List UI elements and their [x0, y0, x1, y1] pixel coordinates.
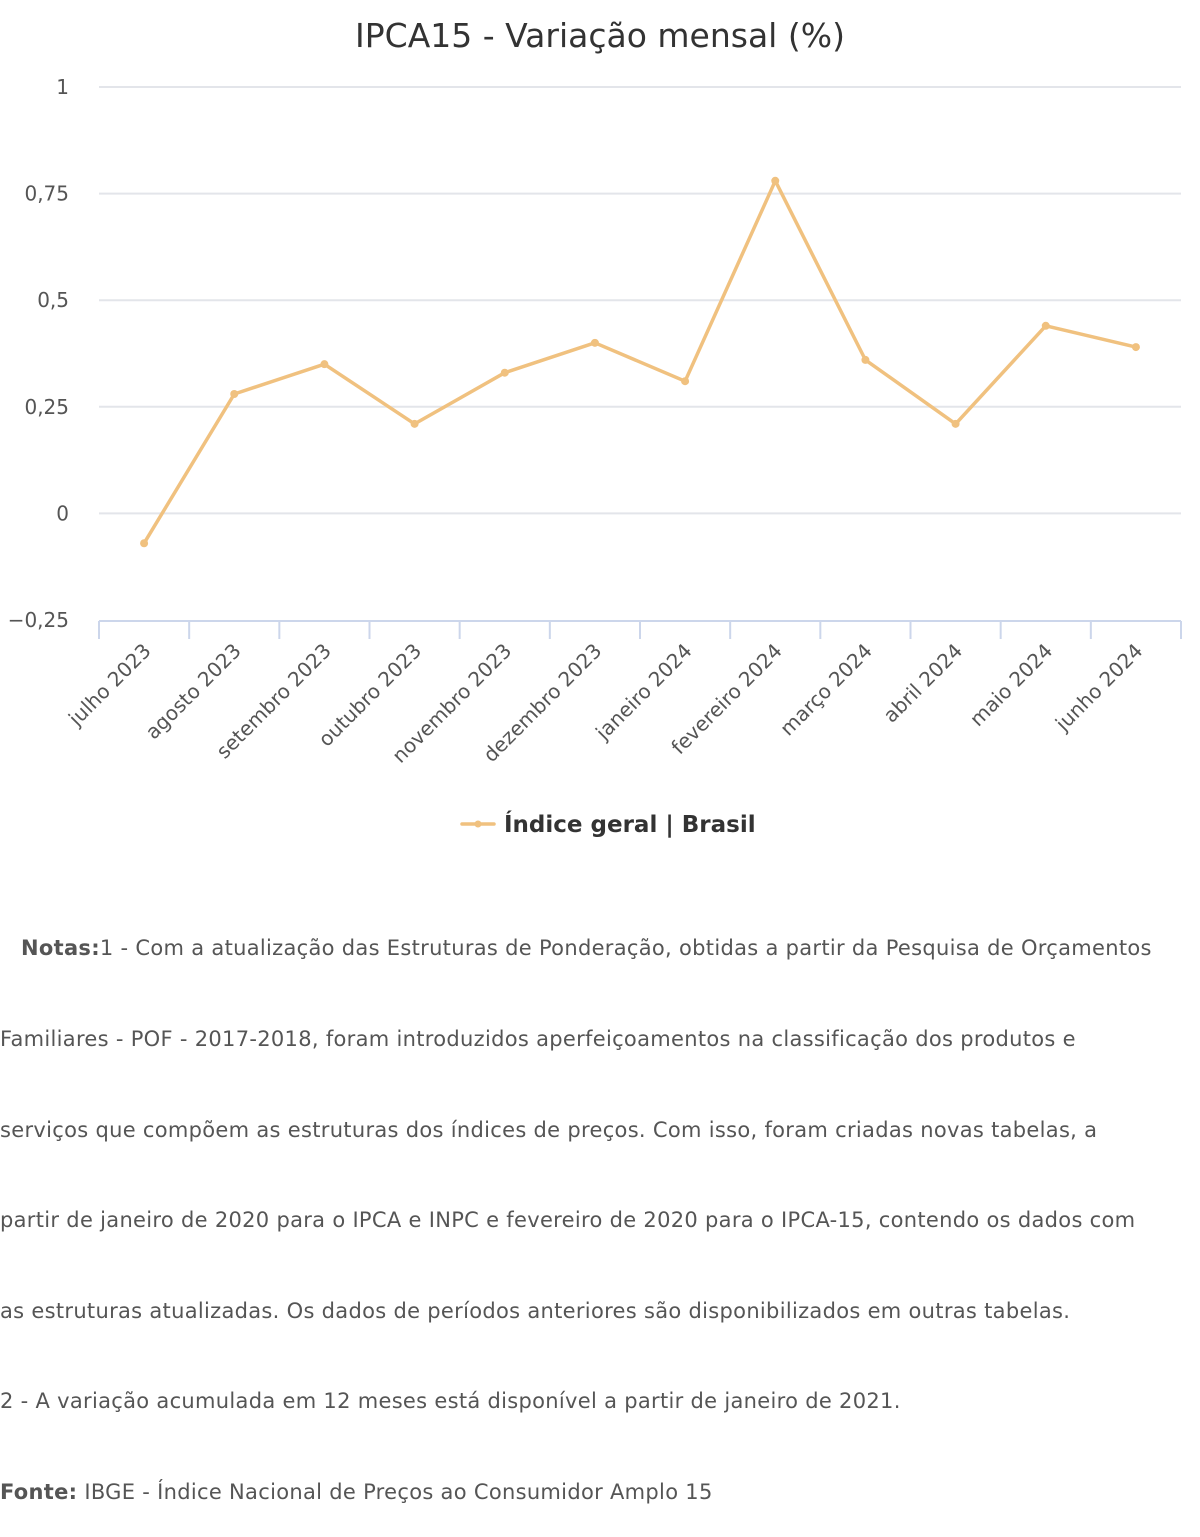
source-line: Fonte: IBGE - Índice Nacional de Preços … — [0, 1477, 1200, 1507]
x-tick-label: maio 2024 — [965, 639, 1057, 731]
data-point[interactable] — [320, 360, 329, 369]
data-point[interactable] — [1041, 321, 1050, 330]
y-tick-label: 1 — [56, 75, 69, 99]
notes-line-4: partir de janeiro de 2020 para o IPCA e … — [0, 1208, 1136, 1233]
y-tick-label: 0,25 — [24, 395, 69, 419]
data-point[interactable] — [500, 368, 509, 377]
y-tick-label: 0,5 — [37, 288, 69, 312]
y-tick-label: 0,75 — [24, 182, 69, 206]
notes-line-5: as estruturas atualizadas. Os dados de p… — [0, 1298, 1071, 1323]
chart-title: IPCA15 - Variação mensal (%) — [355, 16, 845, 55]
source-label: Fonte: — [0, 1480, 78, 1505]
data-point[interactable] — [140, 539, 149, 548]
data-point[interactable] — [230, 390, 239, 399]
x-axis — [98, 620, 1182, 639]
x-tick-label: junho 2024 — [1050, 639, 1148, 737]
legend[interactable]: Índice geral | Brasil — [460, 810, 756, 838]
data-point[interactable] — [410, 419, 419, 428]
series-line — [142, 179, 1138, 545]
y-tick-label: −0,25 — [8, 608, 69, 632]
x-tick-label: março 2024 — [775, 639, 877, 741]
data-point[interactable] — [1131, 343, 1140, 352]
chart-notes: Notas:1 - Com a atualização das Estrutur… — [0, 873, 1200, 1537]
notes-line-2: Familiares - POF - 2017-2018, foram intr… — [0, 1027, 1076, 1052]
x-tick-label: julho 2023 — [63, 639, 156, 732]
line-chart: IPCA15 - Variação mensal (%) −0,25 0 0,25 0… — [8, 16, 1182, 838]
data-point[interactable] — [590, 338, 599, 347]
notes-line-6: 2 - A variação acumulada em 12 meses est… — [0, 1389, 901, 1414]
notes-line-1: Notas:1 - Com a atualização das Estrutur… — [0, 933, 1200, 963]
y-axis-tick-labels: −0,25 0 0,25 0,5 0,75 1 — [8, 75, 69, 632]
data-point[interactable] — [771, 176, 780, 185]
notes-line-3: serviços que compõem as estruturas dos í… — [0, 1117, 1098, 1142]
legend-label: Índice geral | Brasil — [504, 810, 756, 838]
notes-text: 1 - Com a atualização das Estruturas de … — [99, 936, 1152, 961]
legend-marker-swatch — [474, 820, 482, 828]
notes-label: Notas: — [21, 936, 100, 961]
source-text: IBGE - Índice Nacional de Preços ao Cons… — [77, 1480, 713, 1505]
data-point[interactable] — [861, 355, 870, 364]
data-point[interactable] — [951, 419, 960, 428]
series-layer — [140, 176, 1140, 548]
data-point[interactable] — [681, 377, 690, 386]
y-tick-label: 0 — [56, 501, 69, 525]
grid-lines — [99, 86, 1181, 515]
x-tick-label: abril 2024 — [878, 639, 967, 728]
